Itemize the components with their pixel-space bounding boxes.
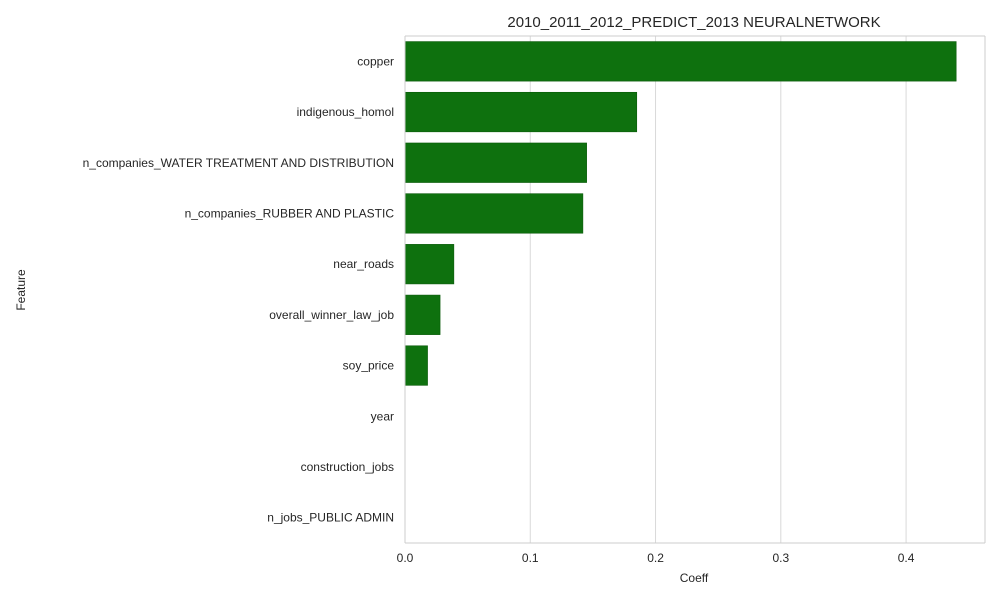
- chart-title: 2010_2011_2012_PREDICT_2013 NEURALNETWOR…: [507, 14, 880, 31]
- y-tick-label: soy_price: [343, 359, 395, 373]
- y-tick-label: n_companies_RUBBER AND PLASTIC: [185, 206, 395, 220]
- x-tick-label: 0.0: [397, 551, 414, 565]
- y-tick-label: n_companies_WATER TREATMENT AND DISTRIBU…: [83, 156, 394, 170]
- bar-soy-price: [404, 345, 428, 386]
- y-tick-label: indigenous_homol: [297, 105, 394, 119]
- bar-overall-winner-law-job: [404, 294, 441, 335]
- y-tick-label: overall_winner_law_job: [269, 308, 394, 322]
- bar-indigenous-homol: [404, 91, 638, 133]
- y-tick-label: copper: [357, 54, 394, 68]
- bar-copper: [404, 41, 957, 82]
- x-tick-label: 0.3: [772, 551, 789, 565]
- x-tick-label: 0.4: [898, 551, 915, 565]
- x-axis-label: Coeff: [680, 571, 709, 585]
- bar-n-companies-rubber-and-plastic: [404, 193, 584, 234]
- bars: [404, 41, 957, 386]
- axes-spines: [404, 35, 986, 544]
- bar-n-companies-water-treatment-and-distribution: [404, 142, 587, 183]
- x-tick-label: 0.2: [647, 551, 664, 565]
- y-tick-label: n_jobs_PUBLIC ADMIN: [267, 511, 394, 525]
- x-tick-labels: 0.0 0.1 0.2 0.3 0.4: [397, 551, 915, 565]
- x-tick-label: 0.1: [522, 551, 539, 565]
- y-axis-label: Feature: [14, 269, 28, 311]
- bar-near-roads: [404, 244, 455, 285]
- y-tick-label: near_roads: [333, 257, 394, 271]
- y-tick-label: construction_jobs: [301, 460, 394, 474]
- y-tick-labels: copper indigenous_homol n_companies_WATER …: [83, 54, 395, 524]
- y-tick-label: year: [371, 409, 394, 423]
